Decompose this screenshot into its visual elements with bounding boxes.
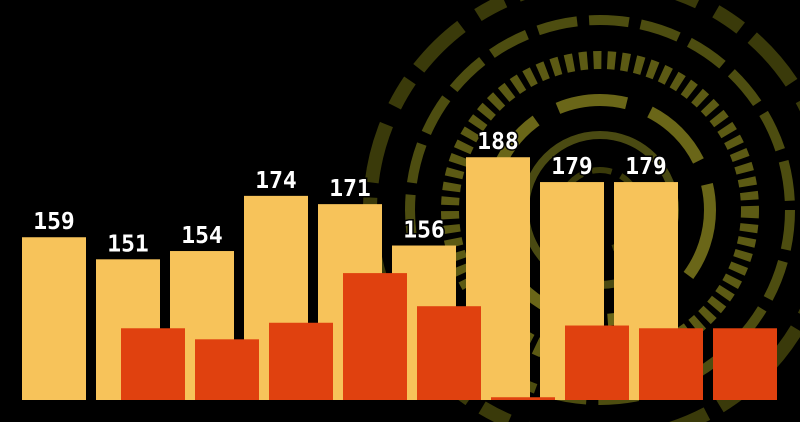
bar <box>491 397 555 400</box>
bar <box>121 328 185 400</box>
bar <box>343 273 407 400</box>
bar <box>565 325 629 400</box>
value-label: 154 <box>181 223 223 249</box>
value-label: 179 <box>551 154 593 180</box>
value-label: 159 <box>33 209 75 235</box>
value-label: 151 <box>107 231 149 257</box>
bar <box>639 328 703 400</box>
bar <box>22 237 86 400</box>
value-label: 179 <box>625 154 667 180</box>
bar <box>269 322 333 400</box>
bar <box>417 306 481 400</box>
value-label: 188 <box>477 129 519 155</box>
bar <box>195 339 259 400</box>
value-label: 174 <box>255 168 297 194</box>
value-label: 156 <box>403 218 445 244</box>
bar <box>713 328 777 400</box>
value-label: 171 <box>329 176 371 202</box>
